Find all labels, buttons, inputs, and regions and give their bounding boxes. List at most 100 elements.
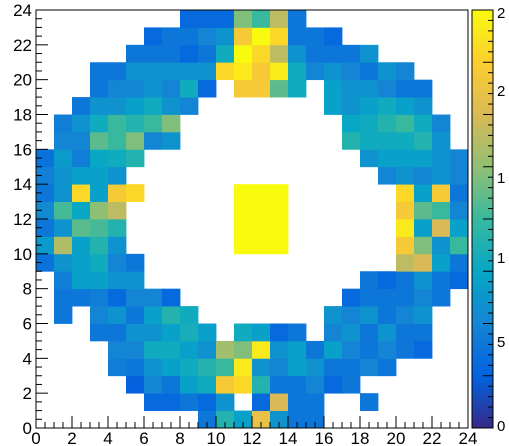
heatmap-cell	[72, 184, 91, 202]
heatmap-cell	[342, 288, 361, 307]
heatmap-cell	[234, 340, 253, 359]
palette-label: 1	[497, 250, 505, 267]
heatmap-cell	[360, 340, 379, 359]
heatmap-cell	[252, 27, 271, 46]
heatmap-cell	[198, 44, 217, 63]
heatmap-cell	[36, 184, 55, 202]
heatmap-cell	[198, 410, 217, 429]
heatmap-cell	[108, 253, 127, 272]
heatmap-cell	[54, 201, 73, 220]
heatmap-cell	[432, 184, 451, 202]
heatmap-cell	[126, 358, 145, 377]
heatmap-cell	[144, 27, 163, 46]
heatmap-cell	[378, 340, 397, 359]
heatmap-cell	[126, 340, 145, 359]
heatmap-cell	[108, 184, 127, 202]
heatmap-cell	[432, 219, 451, 237]
heatmap-cell	[288, 358, 307, 377]
heatmap-cell	[162, 44, 181, 63]
heatmap-cell	[72, 114, 91, 133]
heatmap-cell	[90, 184, 109, 202]
heatmap-cell	[252, 201, 271, 220]
heatmap-cell	[414, 253, 433, 272]
heatmap-cell	[342, 131, 361, 150]
heatmap-cell	[90, 219, 109, 237]
heatmap-cell	[432, 201, 451, 220]
heatmap-cell	[180, 306, 199, 324]
heatmap-cell	[270, 340, 289, 359]
heatmap-cell	[324, 306, 343, 324]
heatmap-cell	[378, 306, 397, 324]
heatmap-cell	[36, 219, 55, 237]
heatmap-cell	[306, 358, 325, 377]
heatmap-cell	[198, 358, 217, 377]
heatmap-cell	[378, 62, 397, 81]
heatmap-cell	[342, 375, 361, 394]
heatmap-cell	[270, 375, 289, 394]
heatmap-cell	[108, 149, 127, 168]
heatmap-cell	[324, 62, 343, 81]
heatmap-cell	[162, 375, 181, 394]
heatmap-cell	[396, 97, 415, 115]
heatmap-cell	[180, 97, 199, 115]
heatmap-cell	[144, 306, 163, 324]
heatmap-cell	[162, 62, 181, 81]
x-tick-label: 16	[315, 429, 334, 446]
heatmap-cell	[306, 375, 325, 394]
heatmap-cell	[180, 323, 199, 342]
heatmap-cell	[144, 97, 163, 115]
heatmap-cell	[108, 97, 127, 115]
heatmap-cell	[90, 253, 109, 272]
heatmap-cell	[360, 79, 379, 98]
heatmap-cell	[90, 114, 109, 133]
heatmap-cell	[378, 149, 397, 168]
heatmap-cell	[90, 323, 109, 342]
heatmap-cell	[90, 62, 109, 81]
heatmap-cell	[324, 79, 343, 98]
heatmap-cell	[126, 62, 145, 81]
heatmap-cell	[198, 27, 217, 46]
heatmap-cell	[72, 201, 91, 220]
heatmap-cell	[180, 27, 199, 46]
heatmap-cell	[162, 288, 181, 307]
heatmap-cell	[324, 375, 343, 394]
heatmap-cell	[270, 323, 289, 342]
heatmap-cell	[252, 236, 271, 255]
heatmap-cell	[432, 114, 451, 133]
heatmap-cell	[216, 27, 235, 46]
heatmap-cell	[198, 323, 217, 342]
heatmap-cell	[90, 306, 109, 324]
heatmap-cell	[54, 114, 73, 133]
heatmap-cell	[252, 79, 271, 98]
heatmap-cell	[360, 114, 379, 133]
heatmap-cell	[252, 323, 271, 342]
heatmap-cell	[396, 114, 415, 133]
heatmap-cell	[414, 97, 433, 115]
heatmap-cell	[126, 375, 145, 394]
heatmap-cell	[342, 62, 361, 81]
heatmap-cell	[396, 340, 415, 359]
heatmap-cell	[198, 62, 217, 81]
heatmap-cell	[108, 166, 127, 185]
heatmap-cell	[360, 323, 379, 342]
heatmap-cell	[144, 131, 163, 150]
heatmap-cell	[108, 219, 127, 237]
heatmap-cell	[288, 27, 307, 46]
heatmap-cell	[378, 323, 397, 342]
y-tick-label: 16	[13, 140, 32, 159]
heatmap-cell	[162, 114, 181, 133]
heatmap-cell	[396, 201, 415, 220]
heatmap-cell	[234, 323, 253, 342]
heatmap-cell	[108, 62, 127, 81]
heatmap-cell	[72, 253, 91, 272]
y-tick-label: 20	[13, 71, 32, 90]
heatmap-cell	[396, 306, 415, 324]
heatmap-cell	[270, 44, 289, 63]
heatmap-cell	[234, 410, 253, 429]
heatmap-cell	[90, 149, 109, 168]
heatmap-cell	[144, 323, 163, 342]
heatmap-cell	[162, 27, 181, 46]
heatmap-cell	[72, 271, 91, 290]
heatmap-cell	[36, 253, 55, 272]
heatmap-cell	[324, 97, 343, 115]
